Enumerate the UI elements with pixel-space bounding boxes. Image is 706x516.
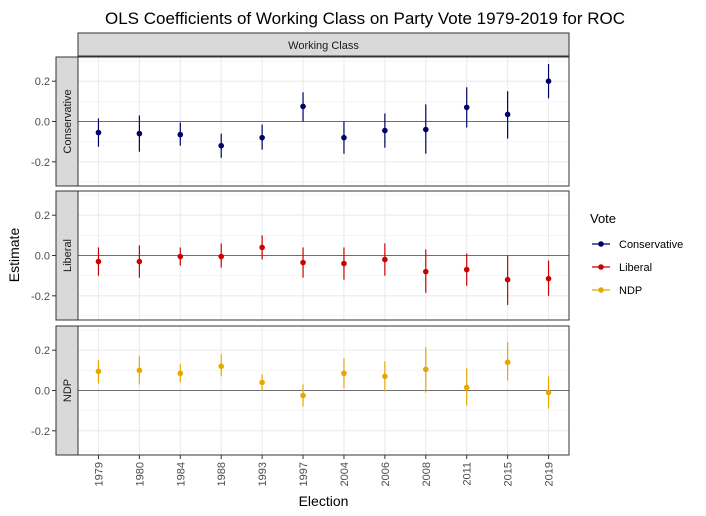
x-axis: 1979 1980 1984 1988 1993 1997 2004 2006 2008 2011… (93, 455, 556, 486)
legend-key-point (598, 287, 604, 293)
legend-item-liberal: Liberal (592, 262, 652, 274)
legend-item-ndp: NDP (592, 285, 642, 297)
panels: Conservative0.20.0-0.2Liberal0.20.0-0.2N… (31, 56, 570, 456)
data-point (300, 103, 306, 110)
data-point (177, 253, 184, 260)
data-point (463, 384, 470, 391)
data-point (463, 266, 470, 273)
data-point (382, 256, 388, 263)
data-point (259, 244, 265, 251)
y-tick-label: -0.2 (31, 426, 50, 438)
legend-label: Liberal (619, 262, 652, 274)
x-axis-title: Election (299, 493, 349, 509)
x-tick-label: 1988 (216, 462, 228, 486)
data-point (341, 260, 347, 267)
data-point (95, 368, 102, 375)
data-point (136, 130, 143, 137)
facet-strip-label: Working Class (288, 40, 359, 52)
x-tick-label: 1979 (93, 462, 105, 486)
x-tick-label: 1997 (298, 462, 310, 486)
data-point (504, 276, 511, 283)
facet-strip: Working Class (77, 32, 570, 57)
facet-strip-background (77, 32, 570, 57)
data-point (504, 111, 511, 118)
x-tick-label: 2004 (339, 462, 351, 486)
data-point (218, 363, 225, 370)
x-tick-label: 2006 (380, 462, 392, 486)
y-tick-label: -0.2 (31, 157, 50, 169)
x-tick-label: 1993 (257, 462, 269, 486)
y-tick-label: 0.2 (35, 210, 50, 222)
panel-conservative: Conservative 0.2 0.0 -0.2 (31, 56, 570, 187)
legend-key-point (598, 264, 604, 270)
panel-liberal: Liberal 0.2 0.0 -0.2 (31, 190, 570, 321)
y-tick-label: -0.2 (31, 291, 50, 303)
data-point (545, 275, 552, 282)
x-tick-label: 1980 (134, 462, 146, 486)
data-point (422, 268, 429, 275)
x-tick-label: 2011 (462, 462, 474, 486)
legend-title: Vote (590, 211, 616, 226)
panel-strip-label: Conservative (62, 89, 74, 153)
data-point (95, 258, 102, 265)
panel-ndp: NDP 0.2 0.0 -0.2 (31, 325, 570, 456)
data-point (422, 366, 429, 373)
legend-label: Conservative (619, 239, 683, 251)
panel-strip-label: Liberal (62, 239, 74, 272)
y-tick-label: 0.2 (35, 345, 50, 357)
data-point (136, 258, 143, 265)
data-point (300, 392, 306, 399)
legend: Vote Conservative Liberal NDP (590, 211, 683, 297)
data-point (177, 131, 184, 138)
y-tick-label: 0.0 (35, 251, 50, 263)
data-point (382, 127, 388, 134)
data-point (177, 370, 184, 377)
y-tick-label: 0.0 (35, 117, 50, 129)
data-point (218, 253, 225, 260)
y-tick-label: 0.2 (35, 76, 50, 88)
data-point (136, 367, 143, 374)
chart-title: OLS Coefficients of Working Class on Par… (105, 9, 625, 28)
data-point (259, 379, 265, 386)
x-tick-label: 2015 (503, 462, 515, 486)
legend-key-point (598, 241, 604, 247)
data-point (504, 359, 511, 366)
data-point (545, 389, 552, 396)
data-point (341, 370, 347, 377)
y-axis-title: Estimate (6, 228, 22, 283)
legend-item-conservative: Conservative (592, 239, 683, 251)
data-point (545, 78, 552, 84)
legend-label: NDP (619, 285, 642, 297)
data-point (382, 373, 388, 380)
data-point (95, 129, 102, 136)
x-tick-label: 1984 (175, 462, 187, 486)
data-point (422, 126, 429, 133)
data-point (341, 134, 347, 141)
y-tick-label: 0.0 (35, 386, 50, 398)
x-tick-label: 2008 (421, 462, 433, 486)
panel-strip-label: NDP (62, 379, 74, 402)
data-point (259, 134, 265, 141)
data-point (300, 259, 306, 266)
data-point (463, 104, 470, 111)
x-tick-label: 2019 (544, 462, 556, 486)
data-point (218, 142, 225, 149)
